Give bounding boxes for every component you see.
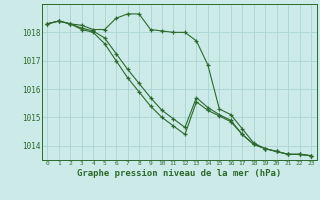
- X-axis label: Graphe pression niveau de la mer (hPa): Graphe pression niveau de la mer (hPa): [77, 169, 281, 178]
